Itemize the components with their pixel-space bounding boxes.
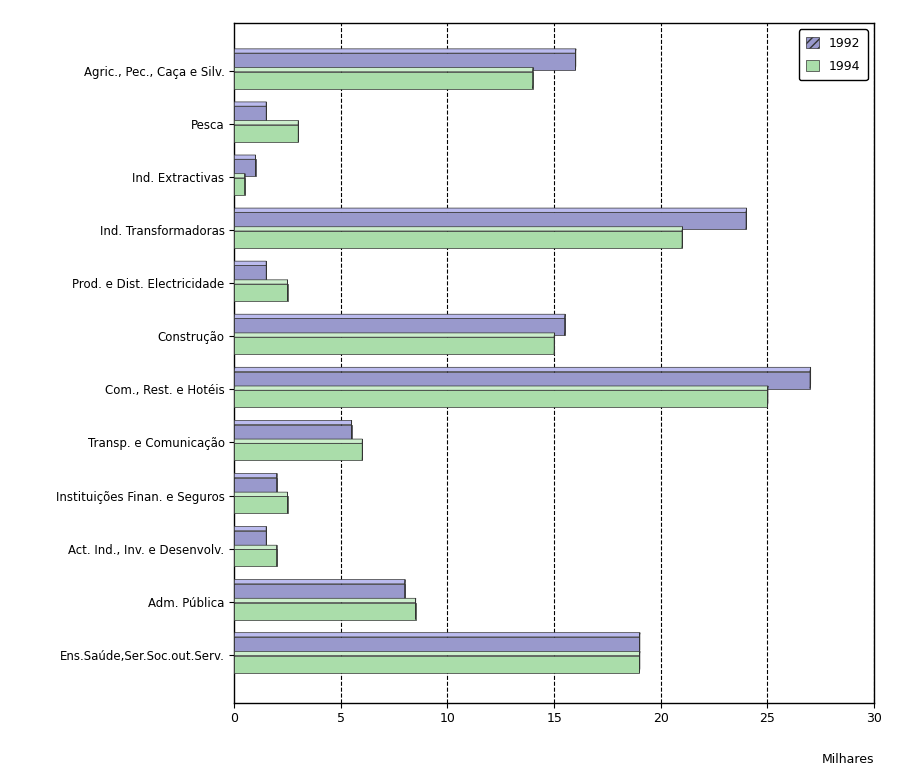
Bar — [234, 266, 267, 283]
Bar — [234, 371, 810, 388]
Polygon shape — [234, 492, 287, 496]
Bar — [234, 159, 256, 176]
Polygon shape — [234, 208, 747, 212]
Polygon shape — [234, 527, 267, 531]
Bar — [234, 72, 532, 89]
Bar — [234, 637, 640, 654]
Polygon shape — [234, 261, 267, 266]
Polygon shape — [234, 545, 277, 550]
Polygon shape — [234, 49, 576, 53]
Bar — [234, 178, 245, 195]
Bar — [234, 125, 298, 142]
Polygon shape — [234, 174, 245, 178]
Polygon shape — [234, 314, 565, 319]
Bar — [234, 496, 287, 513]
Polygon shape — [234, 67, 533, 72]
Polygon shape — [234, 652, 640, 655]
Polygon shape — [234, 367, 811, 371]
Polygon shape — [234, 439, 362, 443]
Bar — [234, 212, 746, 229]
Bar — [234, 478, 277, 495]
Polygon shape — [234, 227, 683, 231]
Bar — [234, 443, 362, 460]
Bar — [234, 107, 267, 124]
Legend: 1992, 1994: 1992, 1994 — [798, 29, 868, 80]
Polygon shape — [234, 473, 277, 478]
Bar — [234, 337, 554, 354]
Bar — [234, 602, 415, 619]
Bar — [234, 584, 405, 601]
Bar — [234, 53, 576, 70]
Polygon shape — [234, 421, 351, 425]
Polygon shape — [234, 333, 554, 337]
Polygon shape — [234, 102, 267, 107]
Bar — [234, 319, 565, 336]
Polygon shape — [234, 155, 256, 159]
Polygon shape — [234, 386, 768, 390]
Bar — [234, 550, 277, 567]
Bar — [234, 531, 267, 548]
Polygon shape — [234, 279, 287, 284]
Polygon shape — [234, 598, 415, 602]
Bar — [234, 425, 351, 442]
Bar — [234, 284, 287, 301]
Polygon shape — [234, 580, 405, 584]
Polygon shape — [234, 120, 298, 125]
Text: Milhares: Milhares — [822, 753, 874, 767]
Bar — [234, 655, 640, 672]
Bar — [234, 390, 768, 407]
Bar — [234, 231, 682, 248]
Polygon shape — [234, 633, 640, 637]
